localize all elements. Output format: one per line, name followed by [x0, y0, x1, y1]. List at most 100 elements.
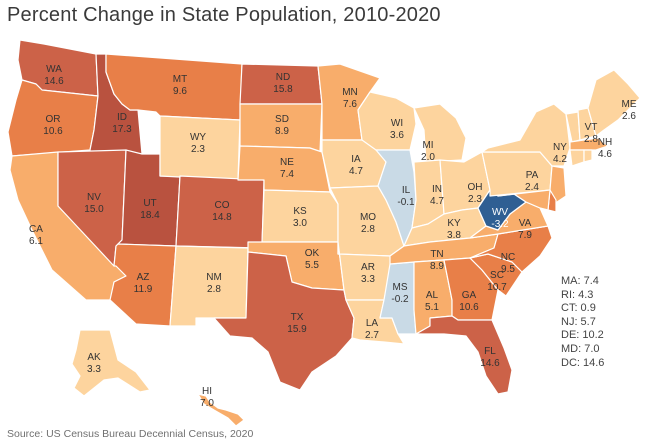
- state-value-nh: 4.6: [598, 149, 612, 160]
- state-ct[interactable]: [569, 149, 585, 167]
- state-label-mt: MT: [173, 74, 187, 85]
- state-label-ar: AR: [361, 262, 375, 273]
- state-value-tx: 15.9: [287, 324, 307, 335]
- state-me[interactable]: [587, 69, 641, 137]
- state-label-co: CO: [215, 200, 230, 211]
- state-value-az: 11.9: [134, 284, 153, 295]
- source-note: Source: US Census Bureau Decennial Censu…: [7, 428, 254, 440]
- state-label-me: ME: [622, 99, 637, 110]
- state-label-nh: NH: [598, 137, 612, 148]
- state-tx[interactable]: [213, 251, 355, 391]
- state-label-fl: FL: [484, 346, 496, 357]
- small-state-ma: MA: 7.4: [561, 275, 599, 287]
- state-label-hi: HI: [202, 386, 212, 397]
- state-label-ut: UT: [143, 198, 156, 209]
- state-hi[interactable]: [197, 393, 245, 427]
- state-label-ne: NE: [280, 157, 294, 168]
- state-label-ok: OK: [305, 248, 320, 259]
- state-value-al: 5.1: [425, 302, 439, 313]
- state-label-mn: MN: [342, 87, 358, 98]
- state-ak[interactable]: [71, 329, 151, 397]
- state-label-ks: KS: [293, 206, 307, 217]
- state-label-wv: WV: [492, 207, 508, 218]
- state-value-fl: 14.6: [480, 358, 500, 369]
- state-label-ky: KY: [447, 218, 461, 229]
- state-value-ut: 18.4: [140, 210, 160, 221]
- small-state-de: DE: 10.2: [561, 329, 604, 342]
- state-label-sc: SC: [490, 270, 504, 281]
- state-label-or: OR: [46, 114, 61, 125]
- small-state-md: MD: 7.0: [561, 342, 600, 355]
- state-value-ks: 3.0: [293, 218, 307, 229]
- state-label-ga: GA: [462, 290, 477, 301]
- state-value-mn: 7.6: [343, 99, 357, 110]
- state-value-ne: 7.4: [280, 169, 294, 180]
- small-state-dc: DC: 14.6: [561, 356, 605, 369]
- state-ma[interactable]: [569, 137, 609, 151]
- state-label-sd: SD: [275, 114, 289, 125]
- state-md[interactable]: [497, 189, 551, 211]
- state-value-la: 2.7: [365, 330, 379, 341]
- state-value-ca: 6.1: [29, 236, 43, 247]
- state-label-nc: NC: [501, 252, 515, 263]
- state-value-nv: 15.0: [84, 204, 104, 215]
- state-value-mt: 9.6: [173, 86, 187, 97]
- state-label-ca: CA: [29, 224, 43, 235]
- state-label-pa: PA: [526, 170, 539, 181]
- state-value-mo: 2.8: [361, 224, 375, 235]
- state-label-vt: VT: [585, 122, 598, 133]
- state-value-ok: 5.5: [305, 260, 319, 271]
- state-mi[interactable]: [413, 103, 467, 163]
- state-value-ms: -0.2: [391, 294, 409, 305]
- state-value-id: 17.3: [112, 124, 132, 135]
- state-nj[interactable]: [549, 165, 567, 205]
- state-label-nm: NM: [206, 272, 222, 283]
- state-value-ia: 4.7: [349, 166, 363, 177]
- state-value-wy: 2.3: [191, 144, 205, 155]
- state-value-wi: 3.6: [390, 130, 404, 141]
- state-value-or: 10.6: [43, 126, 63, 137]
- state-label-al: AL: [426, 290, 439, 301]
- state-value-me: 2.6: [622, 111, 636, 122]
- state-value-pa: 2.4: [525, 182, 539, 193]
- state-label-mi: MI: [422, 140, 433, 151]
- state-label-ny: NY: [553, 142, 567, 153]
- state-label-id: ID: [117, 112, 127, 123]
- small-state-ct: CT: 0.9: [561, 302, 596, 315]
- state-value-il: -0.1: [397, 197, 415, 208]
- state-label-in: IN: [432, 184, 442, 195]
- small-state-ri: RI: 4.3: [561, 288, 594, 301]
- state-value-ar: 3.3: [361, 274, 375, 285]
- state-value-oh: 2.3: [468, 194, 482, 205]
- state-value-ny: 4.2: [553, 154, 567, 165]
- state-value-co: 14.8: [212, 212, 232, 223]
- map-title: Percent Change in State Population, 2010…: [7, 4, 441, 26]
- state-nc[interactable]: [469, 225, 553, 273]
- state-label-az: AZ: [137, 272, 150, 283]
- state-fl[interactable]: [415, 315, 513, 395]
- state-ri[interactable]: [583, 149, 593, 163]
- small-states-list: MA: 7.4 RI: 4.3 CT: 0.9 NJ: 5.7 DE: 10.2…: [561, 275, 604, 370]
- state-label-tx: TX: [291, 312, 304, 323]
- state-wi[interactable]: [357, 91, 417, 151]
- state-value-wv: -3.2: [491, 219, 509, 230]
- state-value-ky: 3.8: [447, 230, 461, 241]
- state-value-hi: 7.0: [200, 398, 214, 409]
- state-label-ms: MS: [393, 282, 408, 293]
- state-value-nd: 15.8: [273, 84, 293, 95]
- state-value-ak: 3.3: [87, 364, 101, 375]
- state-label-wy: WY: [190, 132, 206, 143]
- state-label-mo: MO: [360, 212, 376, 223]
- state-label-il: IL: [402, 185, 411, 196]
- state-value-tn: 8.9: [430, 261, 444, 272]
- state-label-ia: IA: [351, 154, 361, 165]
- state-value-nm: 2.8: [207, 284, 221, 295]
- state-pa[interactable]: [481, 151, 553, 197]
- state-value-nc: 9.5: [501, 264, 515, 275]
- small-state-nj: NJ: 5.7: [561, 315, 596, 328]
- state-value-in: 4.7: [430, 196, 444, 207]
- state-value-sc: 10.7: [487, 282, 507, 293]
- state-value-ga: 10.6: [459, 302, 479, 313]
- state-label-wi: WI: [391, 118, 403, 129]
